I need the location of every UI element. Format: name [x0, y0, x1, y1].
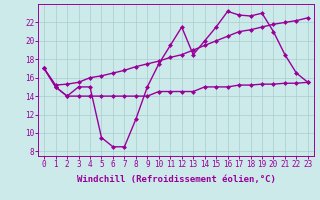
X-axis label: Windchill (Refroidissement éolien,°C): Windchill (Refroidissement éolien,°C): [76, 175, 276, 184]
